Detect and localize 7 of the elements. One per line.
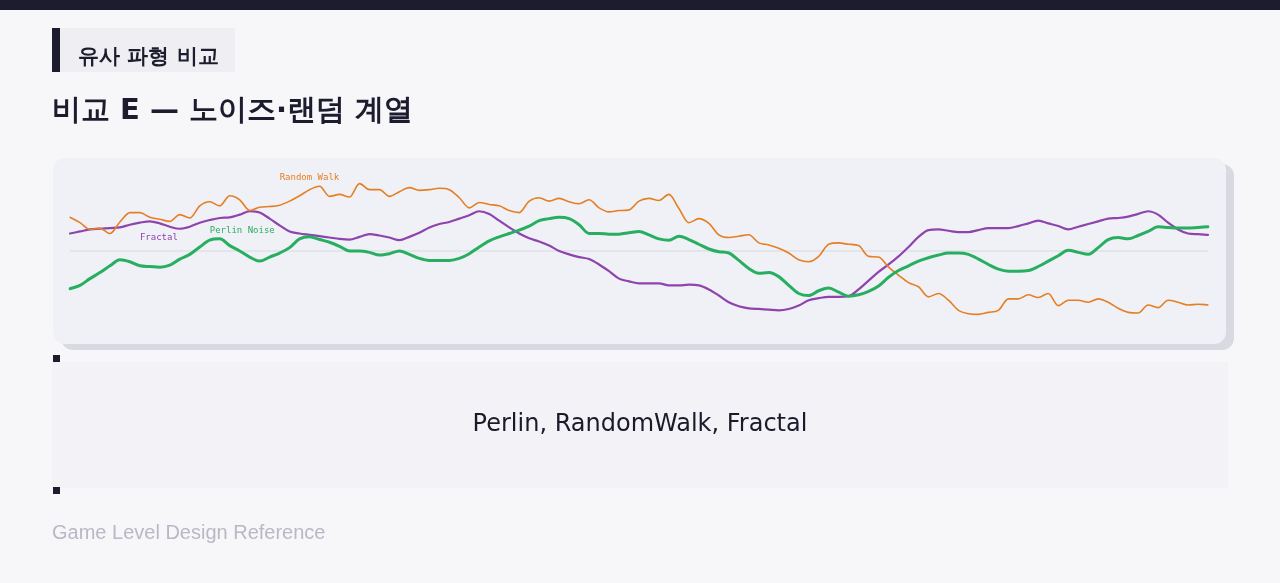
text: Game Level Design Reference xyxy=(52,520,326,545)
series-label: Perlin Noise xyxy=(209,224,275,235)
chart-title: 비교 E — 노이즈·랜덤 계열 xyxy=(52,91,414,128)
text: Perlin, RandomWalk, Fractal xyxy=(472,409,808,437)
series-label: Fractal xyxy=(139,231,178,242)
chart-subtitle: 유사 파형 비교 xyxy=(78,43,219,70)
series-label: Random Walk xyxy=(279,172,340,183)
